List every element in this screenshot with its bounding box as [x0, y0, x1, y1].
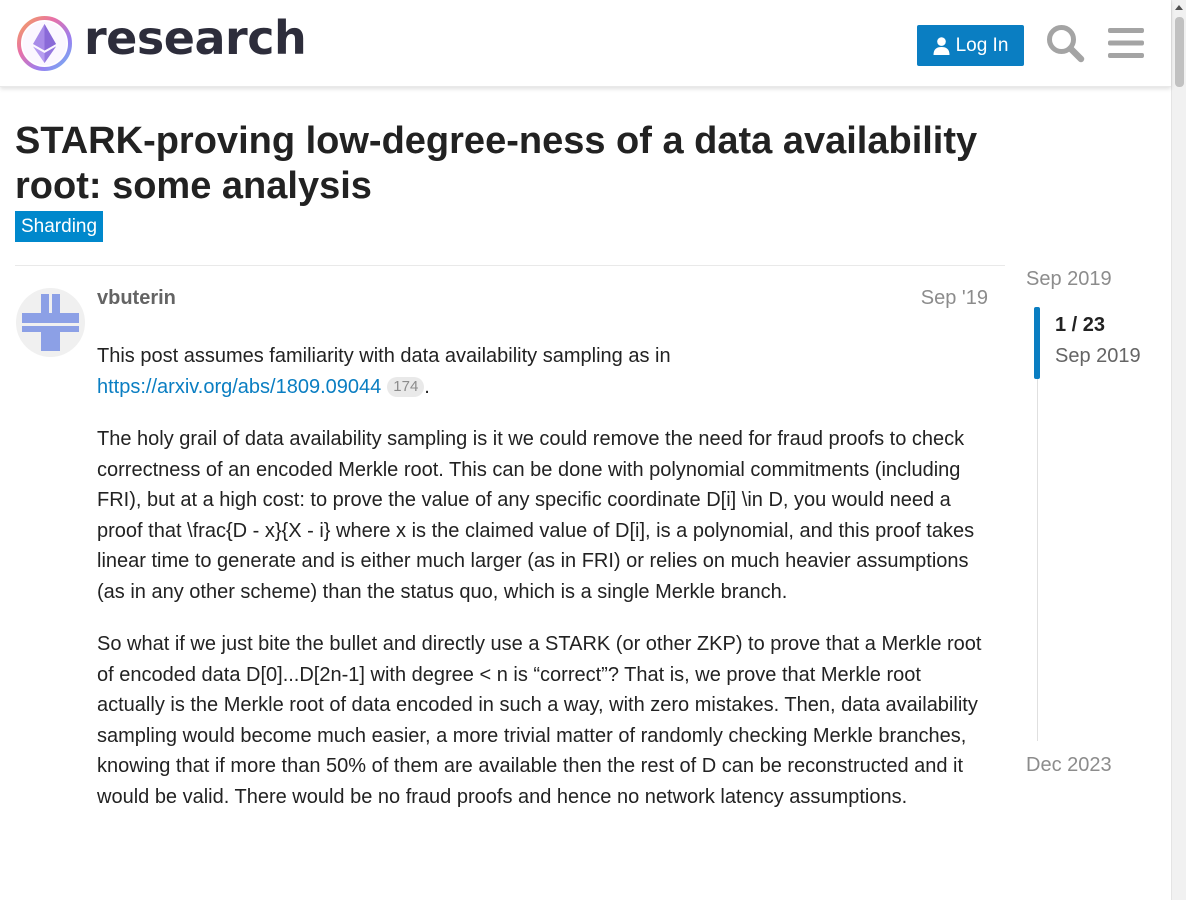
timeline-scroller-handle[interactable]	[1034, 307, 1040, 379]
page-scrollbar[interactable]	[1171, 0, 1186, 900]
scroll-up-arrow-icon[interactable]	[1175, 5, 1183, 10]
scrollbar-thumb[interactable]	[1175, 17, 1184, 87]
title-divider	[15, 265, 1005, 266]
site-name: research	[84, 11, 307, 65]
post-date[interactable]: Sep '19	[920, 287, 988, 309]
category-badge[interactable]: Sharding	[15, 211, 104, 242]
timeline-start-date[interactable]: Sep 2019	[1026, 268, 1112, 290]
search-icon[interactable]	[1045, 23, 1085, 63]
site-logo[interactable]: research	[16, 11, 307, 72]
post-paragraph: This post assumes familiarity with data …	[97, 341, 992, 402]
hamburger-menu-icon[interactable]	[1108, 26, 1144, 60]
login-button[interactable]: Log In	[917, 25, 1024, 66]
post-paragraph: So what if we just bite the bullet and d…	[97, 633, 982, 808]
site-header: research Log In	[0, 0, 1171, 87]
post-text: .	[424, 375, 430, 398]
topic-title[interactable]: STARK-proving low-degree-ness of a data …	[15, 120, 978, 207]
timeline-end-date[interactable]: Dec 2023	[1026, 754, 1112, 776]
timeline-post-position: 1 / 23	[1055, 314, 1106, 336]
post-paragraph: The holy grail of data availability samp…	[97, 428, 975, 603]
link-click-count-badge: 174	[387, 376, 425, 397]
post-text: This post assumes familiarity with data …	[97, 345, 671, 367]
avatar[interactable]	[16, 288, 85, 357]
arxiv-link[interactable]: https://arxiv.org/abs/1809.09044	[97, 375, 382, 398]
post-author[interactable]: vbuterin	[97, 287, 176, 309]
timeline-track[interactable]	[1037, 309, 1038, 741]
topic-timeline: Sep 2019 1 / 23 Sep 2019 Dec 2023	[1026, 266, 1171, 786]
user-icon	[933, 36, 950, 55]
login-label: Log In	[955, 34, 1009, 56]
post-body: This post assumes familiarity with data …	[97, 341, 992, 834]
ethereum-logo-icon	[17, 16, 72, 71]
user-avatar-icon	[16, 288, 85, 357]
timeline-position-date: Sep 2019	[1055, 345, 1141, 367]
